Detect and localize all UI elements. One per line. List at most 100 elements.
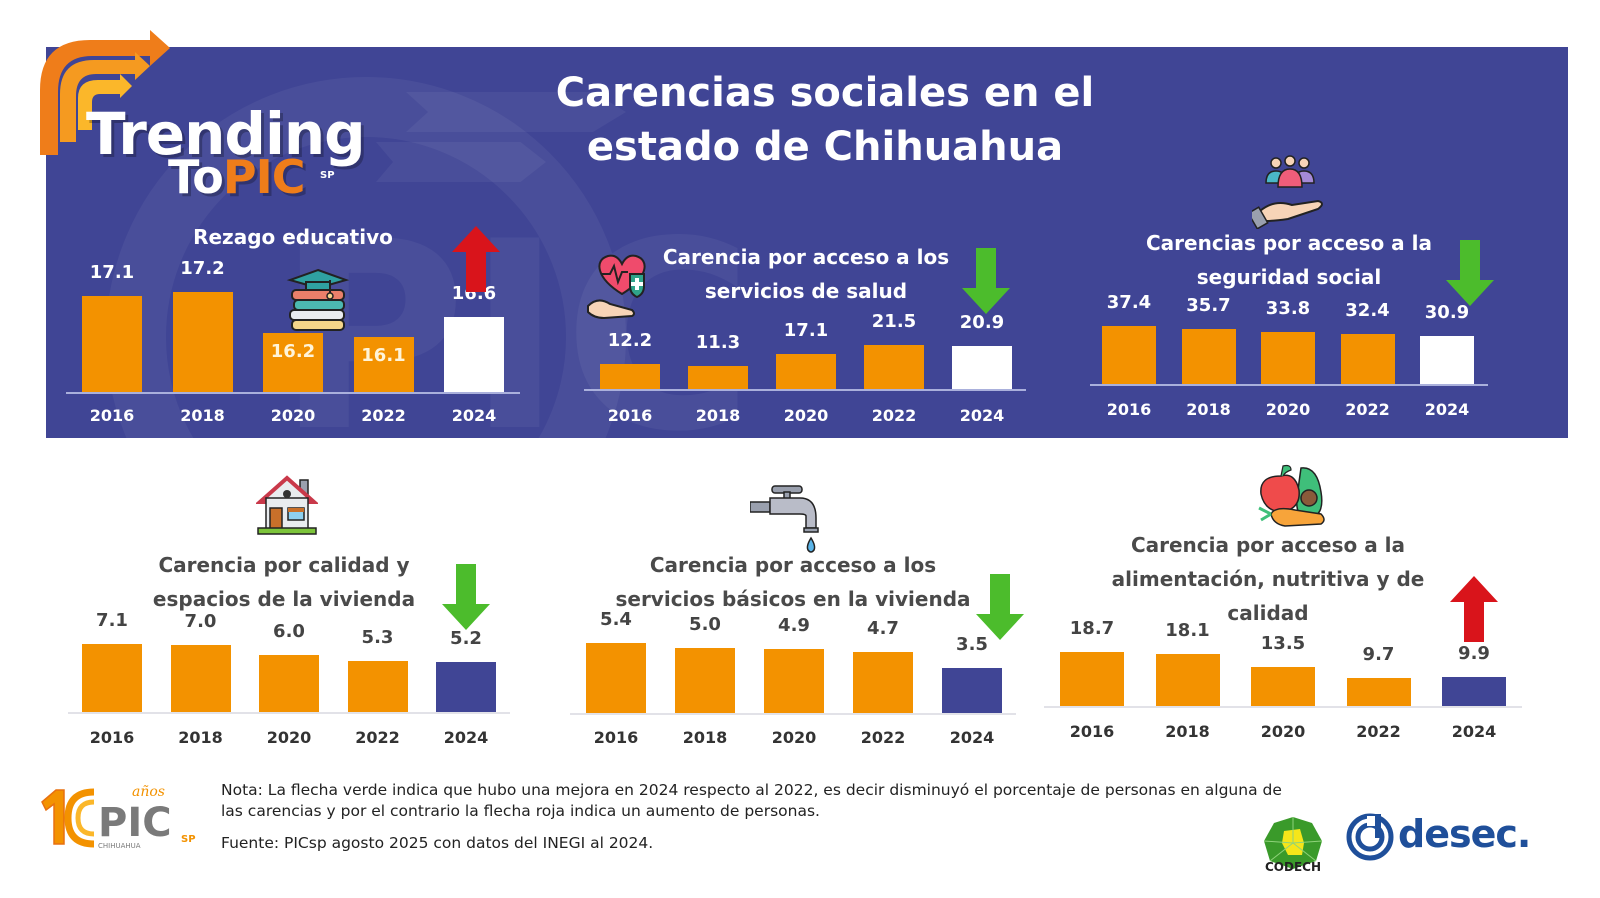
value-label-2022: 9.7 [1362,643,1395,665]
trend-down-arrow-icon [1446,240,1494,306]
chart-baseline [570,713,1016,715]
bar-2020 [1261,331,1315,384]
category-label-2018: 2018 [682,728,728,747]
chart-servicios-salud: Carencia por acceso a los servicios de sa… [584,240,1026,436]
chart-title-line: seguridad social [1196,265,1382,289]
category-label-2018: 2018 [1165,722,1210,741]
value-label-2016: 37.4 [1106,292,1152,313]
bar-2020 [1251,667,1315,706]
category-label-2024: 2024 [443,728,489,747]
desec-label: desec. [1398,812,1531,856]
bar-2020 [776,354,836,389]
health-heart-hand-icon [587,254,646,320]
chart-alimentacion: Carencia por acceso a la alimentación, nu… [1044,528,1522,752]
logo-sp: SP [320,170,335,181]
bar-2024 [444,316,504,392]
category-label-2016: 2016 [607,406,653,425]
svg-text:años: años [132,784,165,800]
value-label-2020: 33.8 [1265,297,1311,319]
bar-2018 [688,366,748,389]
codech-label: CODECH [1264,860,1321,874]
trend-up-arrow-icon [452,226,500,292]
category-label-2022: 2022 [355,728,400,747]
footnote: Nota: La flecha verde indica que hubo un… [221,781,1282,820]
category-label-2016: 2016 [89,728,135,747]
water-tap-icon [750,485,819,553]
value-label-2018: 35.7 [1186,294,1231,316]
trending-topic-logo: Trending ToPIC SP [10,30,380,220]
bar-2024 [1420,336,1474,384]
svg-text:PIC: PIC [98,800,172,846]
chart-title-line: Carencia por acceso a los [649,553,937,577]
bar-2022 [853,652,913,713]
value-label-2022: 4.7 [867,618,899,640]
fruits-vegetables-icon [1258,464,1325,527]
category-label-2024: 2024 [959,406,1005,425]
page-title-line-2: estado de Chihuahua [586,124,1064,170]
chart-calidad-vivienda: Carencia por calidad y espacios de la viv… [68,548,510,758]
value-label-2016: 5.4 [600,609,632,630]
chart-title-line: servicios de salud [704,279,908,303]
bar-2022 [1346,677,1411,706]
source-note: Fuente: PICsp agosto 2025 con datos del … [221,834,654,852]
watermark-pic: PIC [276,187,755,438]
bar-2018 [1181,328,1236,384]
value-label-2024: 9.9 [1458,643,1490,665]
bar-2018 [172,292,233,392]
category-label-2016: 2016 [1069,722,1115,741]
bar-2022 [347,661,408,712]
watermark-arrow [376,142,546,182]
chart-baseline [1044,706,1522,708]
value-label-2024: 30.9 [1424,302,1470,324]
value-label-2024: 3.5 [956,633,988,655]
people-hand-icon [1252,155,1323,229]
svg-text:CHIHUAHUA: CHIHUAHUA [98,842,141,850]
category-label-2022: 2022 [1345,400,1390,419]
page-title: Carencias sociales en el estado de Chihu… [500,66,1150,174]
chart-seguridad-social: Carencias por acceso a la seguridad socia… [1090,226,1494,430]
category-label-2016: 2016 [89,406,135,425]
bar-2016 [82,644,142,712]
category-label-2018: 2018 [180,406,225,425]
header-banner: PIC [46,47,1568,438]
category-label-2024: 2024 [451,406,497,425]
bar-2022 [353,337,414,392]
value-label-2018: 7.0 [184,610,217,632]
value-label-2016: 18.7 [1069,618,1115,639]
bar-2020 [764,649,824,713]
desec-logo-icon [1346,813,1394,861]
trend-up-arrow-icon [1450,576,1498,642]
chart-title: Carencia por acceso a la alimentación, nu… [1070,528,1466,630]
value-label-2016: 7.1 [96,610,128,631]
chart-title: Carencia por acceso a los servicios de sa… [624,240,988,308]
value-label-2018: 11.3 [695,332,741,354]
category-label-2024: 2024 [1424,400,1470,419]
chart-title-line: Carencia por calidad y [158,553,410,577]
value-label-2018: 18.1 [1165,619,1210,641]
value-label-2022: 16.1 [361,345,406,367]
chart-title-line: Carencias por acceso a la [1146,231,1432,255]
bar-2018 [675,648,735,713]
bar-2024 [436,662,496,712]
bar-2018 [170,644,231,712]
value-label-2020: 6.0 [273,620,305,642]
trend-down-arrow-icon [442,564,490,630]
graduation-books-icon [286,268,350,331]
category-label-2018: 2018 [178,728,223,747]
value-label-2016: 12.2 [607,330,653,352]
bar-2016 [586,643,646,713]
value-label-2020: 13.5 [1260,633,1306,655]
value-label-2018: 5.0 [689,614,721,636]
category-label-2020: 2020 [1265,400,1311,419]
value-label-2024: 5.2 [450,628,482,650]
category-label-2022: 2022 [1356,722,1401,741]
bar-2018 [1155,653,1220,706]
chart-baseline [584,389,1026,391]
value-label-2022: 32.4 [1345,299,1390,321]
category-label-2020: 2020 [783,406,829,425]
value-label-2022: 5.3 [361,627,394,649]
bar-2020 [263,333,323,392]
watermark-arrow [406,92,626,132]
chart-baseline [1090,384,1488,386]
logo-trending-text: Trending [86,100,366,168]
